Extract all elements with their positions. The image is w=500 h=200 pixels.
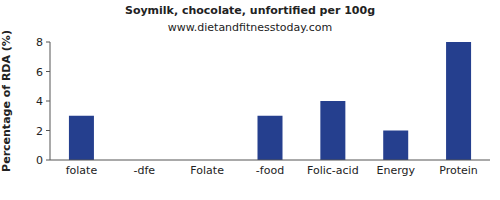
chart-container: Soymilk, chocolate, unfortified per 100g… [0, 0, 500, 200]
bar [69, 116, 94, 160]
y-tick-label: 2 [36, 125, 43, 138]
y-axis-label: Percentage of RDA (%) [0, 30, 13, 172]
y-tick [46, 71, 50, 72]
bar [320, 101, 345, 160]
x-tick-label: Energy [376, 164, 415, 177]
subtitle: www.dietandfitnesstoday.com [168, 21, 332, 34]
bar [258, 116, 283, 160]
bars [69, 42, 471, 160]
bar [446, 42, 471, 160]
x-tick-label: Folic-acid [307, 164, 359, 177]
x-tick-label: folate [66, 164, 98, 177]
x-tick-label: Protein [439, 164, 478, 177]
y-tick-label: 8 [36, 36, 43, 49]
x-tick-label: Folate [190, 164, 224, 177]
bar [383, 131, 408, 161]
y-tick [46, 160, 50, 161]
y-tick [46, 130, 50, 131]
chart-svg: Soymilk, chocolate, unfortified per 100g… [0, 0, 500, 200]
y-tick [46, 101, 50, 102]
y-tick-label: 4 [36, 95, 43, 108]
x-tick-label: -food [256, 164, 284, 177]
y-tick [46, 42, 50, 43]
y-axis [50, 42, 51, 160]
x-axis [50, 160, 490, 161]
y-tick-label: 0 [36, 154, 43, 167]
title: Soymilk, chocolate, unfortified per 100g [125, 4, 375, 17]
y-tick-label: 6 [36, 66, 43, 79]
x-tick-label: -dfe [133, 164, 155, 177]
